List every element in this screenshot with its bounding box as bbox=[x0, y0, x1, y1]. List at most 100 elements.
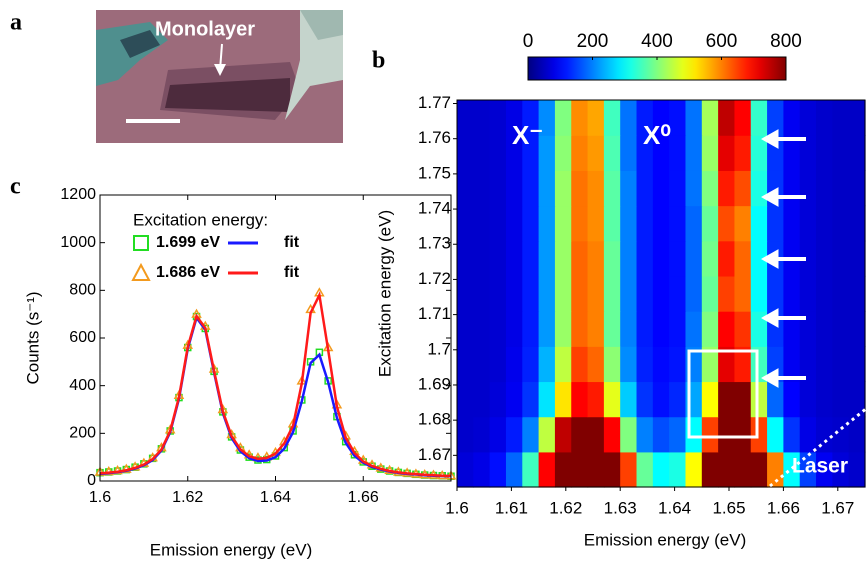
heatmap-cell bbox=[588, 417, 605, 453]
colorbar bbox=[528, 57, 786, 80]
heatmap-cell bbox=[473, 452, 490, 488]
heatmap-cell bbox=[832, 135, 849, 171]
panel-label: a bbox=[10, 10, 22, 36]
heatmap-cell bbox=[702, 452, 719, 488]
heatmap-cell bbox=[816, 346, 833, 382]
heatmap-cell bbox=[718, 100, 735, 136]
heatmap-cell bbox=[571, 381, 588, 417]
heatmap-cell bbox=[669, 170, 686, 206]
heatmap-cell bbox=[832, 100, 849, 136]
heatmap-cell bbox=[555, 241, 572, 277]
heatmap-cell bbox=[473, 241, 490, 277]
heatmap-cell bbox=[588, 346, 605, 382]
heatmap-cell bbox=[800, 417, 817, 453]
heatmap-cell bbox=[571, 135, 588, 171]
heatmap-cell bbox=[571, 206, 588, 242]
colorbar-tick-label: 800 bbox=[770, 31, 802, 52]
heatmap-cell bbox=[604, 276, 621, 312]
colorbar-tick-label: 400 bbox=[641, 31, 673, 52]
heatmap-cell bbox=[816, 100, 833, 136]
heatmap-cell bbox=[767, 452, 784, 488]
heatmap-cell bbox=[718, 276, 735, 312]
heatmap-cell bbox=[588, 276, 605, 312]
heatmap-cell bbox=[849, 135, 866, 171]
heatmap-cell bbox=[653, 311, 670, 347]
heatmap-cell bbox=[637, 346, 654, 382]
heatmap-cell bbox=[457, 170, 474, 206]
y-tick-label: 1.76 bbox=[418, 128, 451, 147]
x-tick-label: 1.6 bbox=[89, 489, 111, 506]
micrograph: Monolayer bbox=[96, 10, 343, 143]
panel-label: b bbox=[372, 48, 385, 74]
heatmap-cell bbox=[832, 241, 849, 277]
heatmap-cell bbox=[620, 100, 637, 136]
heatmap-cell bbox=[539, 276, 556, 312]
y-tick-label: 0 bbox=[87, 472, 96, 489]
y-tick-label: 200 bbox=[69, 425, 96, 442]
heatmap-cell bbox=[653, 417, 670, 453]
heatmap-cell bbox=[457, 276, 474, 312]
heatmap-cell bbox=[457, 135, 474, 171]
heatmap-cell bbox=[832, 206, 849, 242]
heatmap-cell bbox=[473, 417, 490, 453]
heatmap-cell bbox=[685, 135, 702, 171]
annotation: Monolayer bbox=[155, 18, 255, 40]
x-tick-label: 1.65 bbox=[712, 498, 745, 517]
heatmap-cell bbox=[783, 206, 800, 242]
heatmap-cell bbox=[685, 452, 702, 488]
heatmap-cell bbox=[620, 206, 637, 242]
heatmap-cell bbox=[637, 206, 654, 242]
heatmap-cell bbox=[555, 276, 572, 312]
y-tick-label: 1.67 bbox=[418, 445, 451, 464]
heatmap-cell bbox=[457, 417, 474, 453]
heatmap-cell bbox=[490, 170, 507, 206]
heatmap-cell bbox=[685, 311, 702, 347]
heatmap-cell bbox=[718, 135, 735, 171]
heatmap-cell bbox=[571, 100, 588, 136]
heatmap-cell bbox=[816, 276, 833, 312]
heatmap-cell bbox=[800, 206, 817, 242]
heatmap-cell bbox=[702, 311, 719, 347]
heatmap-cell bbox=[734, 381, 751, 417]
heatmap-cell bbox=[506, 206, 523, 242]
heatmap-cell bbox=[849, 276, 866, 312]
heatmap-cell bbox=[702, 381, 719, 417]
heatmap-cell bbox=[571, 311, 588, 347]
heatmap-cell bbox=[816, 241, 833, 277]
heatmap-cell bbox=[669, 452, 686, 488]
heatmap-cell bbox=[767, 276, 784, 312]
y-tick-label: 1.68 bbox=[418, 410, 451, 429]
heatmap-cell bbox=[604, 100, 621, 136]
heatmap-cell bbox=[734, 206, 751, 242]
x-tick-label: 1.64 bbox=[260, 489, 291, 506]
heatmap-cell bbox=[669, 241, 686, 277]
heatmap-cell bbox=[800, 170, 817, 206]
heatmap-cell bbox=[571, 417, 588, 453]
x-axis-label: Emission energy (eV) bbox=[150, 540, 313, 559]
heatmap-cell bbox=[620, 311, 637, 347]
heatmap-cell bbox=[620, 241, 637, 277]
heatmap-cell bbox=[473, 100, 490, 136]
y-tick-label: 1200 bbox=[60, 186, 96, 203]
annotation: X⁻ bbox=[512, 120, 543, 150]
heatmap-cell bbox=[588, 381, 605, 417]
heatmap-cell bbox=[506, 241, 523, 277]
heatmap-cell bbox=[849, 100, 866, 136]
heatmap-cell bbox=[751, 417, 768, 453]
heatmap-cell bbox=[653, 170, 670, 206]
heatmap-cell bbox=[751, 170, 768, 206]
x-axis-label: Emission energy (eV) bbox=[584, 530, 747, 549]
heatmap-cell bbox=[620, 276, 637, 312]
heatmap-cell bbox=[571, 452, 588, 488]
heatmap-cell bbox=[751, 206, 768, 242]
heatmap-cell bbox=[718, 241, 735, 277]
annotation: Laser bbox=[792, 455, 848, 478]
heatmap-cell bbox=[751, 381, 768, 417]
heatmap-cell bbox=[767, 206, 784, 242]
y-tick-label: 400 bbox=[69, 377, 96, 394]
heatmap-cell bbox=[751, 276, 768, 312]
heatmap-cell bbox=[702, 241, 719, 277]
heatmap-cell bbox=[604, 241, 621, 277]
heatmap-cell bbox=[457, 381, 474, 417]
heatmap-cell bbox=[816, 311, 833, 347]
